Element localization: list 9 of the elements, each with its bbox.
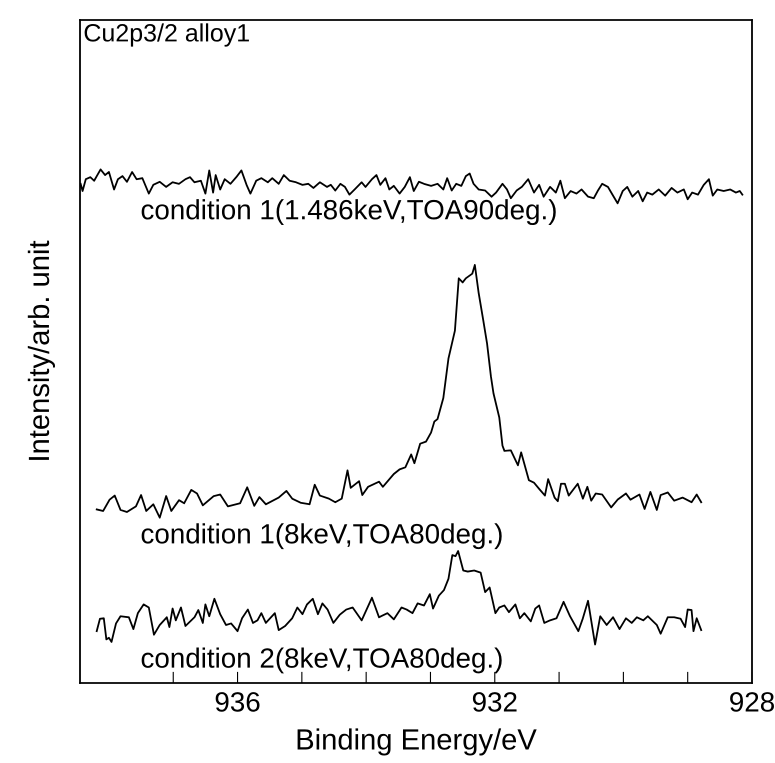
series-label: condition 1(8keV,TOA80deg.) xyxy=(142,523,502,550)
series-label: condition 1(1.486keV,TOA90deg.) xyxy=(142,199,556,226)
text: Cu2p3/2 alloy1 xyxy=(84,23,249,47)
x-tick-label: 936 xyxy=(216,692,260,712)
x-tick-label: 928 xyxy=(730,692,774,712)
x-axis-title: Binding Energy/eV xyxy=(298,728,537,756)
y-axis-title: Intensity/arb. unit xyxy=(28,240,55,460)
x-tick-label: 932 xyxy=(472,692,517,712)
series-label: condition 2(8keV,TOA80deg.) xyxy=(142,647,502,674)
